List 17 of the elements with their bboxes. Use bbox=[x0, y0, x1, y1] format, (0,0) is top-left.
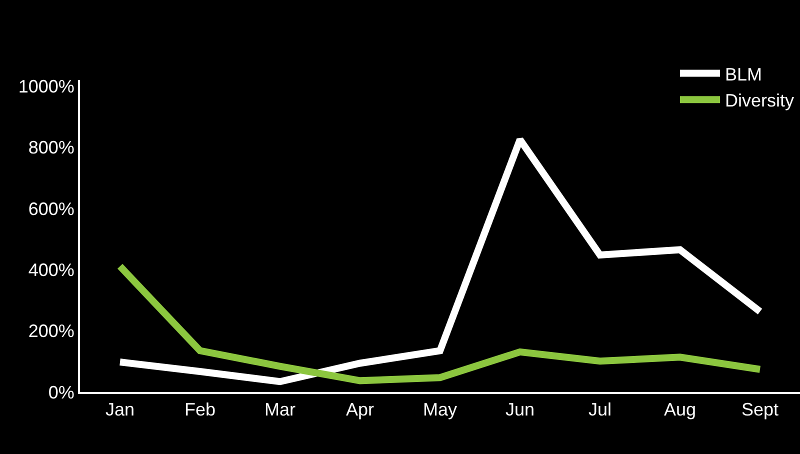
x-tick-label: Jan bbox=[105, 400, 135, 420]
legend-label: BLM bbox=[725, 64, 762, 84]
y-tick-label: 400% bbox=[28, 260, 74, 280]
x-tick-label: Mar bbox=[264, 400, 296, 420]
x-tick-label: May bbox=[422, 400, 458, 420]
y-tick-label: 0% bbox=[48, 382, 74, 402]
x-tick-label: Sept bbox=[741, 400, 779, 420]
y-tick-label: 600% bbox=[28, 198, 74, 219]
x-tick-label: Feb bbox=[184, 400, 216, 420]
legend-label: Diversity bbox=[725, 90, 794, 111]
y-tick-label: 1000% bbox=[18, 76, 74, 96]
x-tick-label: Jun bbox=[505, 400, 535, 420]
y-tick-label: 200% bbox=[28, 321, 74, 342]
x-tick-label: Aug bbox=[664, 400, 696, 420]
x-tick-label: Jul bbox=[588, 400, 612, 420]
x-tick-label: Apr bbox=[346, 400, 374, 420]
y-tick-label: 800% bbox=[28, 138, 74, 158]
